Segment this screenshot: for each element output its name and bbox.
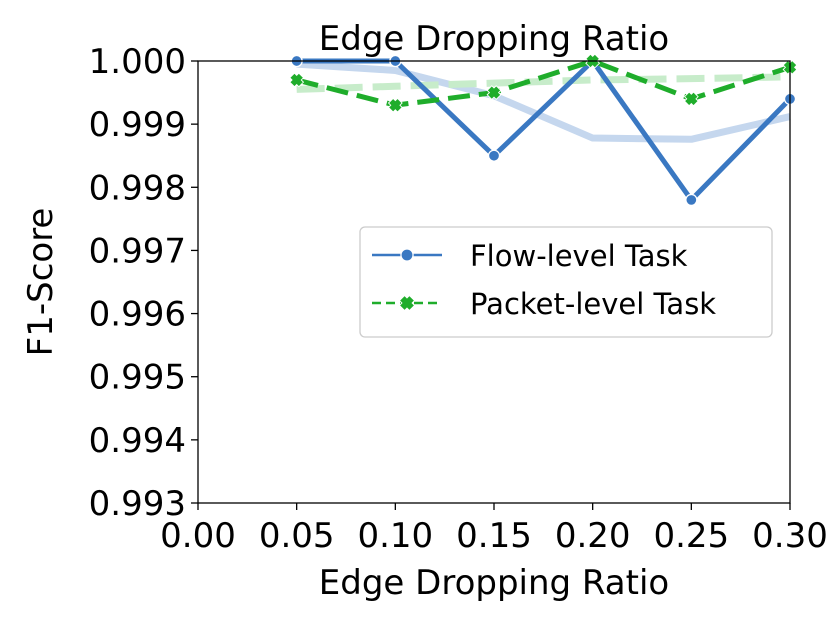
y-tick-label: 0.993 bbox=[89, 484, 186, 524]
x-tick-label: 0.05 bbox=[259, 516, 335, 556]
series-line-2 bbox=[296, 58, 791, 108]
y-tick-label: 1.000 bbox=[89, 42, 186, 82]
data-point-series-2 bbox=[289, 72, 305, 88]
y-tick-label: 0.998 bbox=[89, 168, 186, 208]
trend-lines bbox=[296, 60, 791, 143]
y-axis-ticks: 0.993 0.994 0.995 0.996 0.997 0.998 0.999 1.000 bbox=[89, 42, 198, 524]
data-point-series-1 bbox=[487, 149, 501, 162]
x-tick-label: 0.10 bbox=[357, 516, 433, 556]
data-point-series-1 bbox=[685, 193, 698, 207]
legend-item-series-2: Packet-level Task bbox=[372, 287, 716, 321]
x-tick-label: 0.15 bbox=[456, 516, 532, 556]
y-tick-label: 0.999 bbox=[89, 105, 186, 145]
y-axis-title: F1-Score bbox=[21, 208, 61, 357]
legend-label: Packet-level Task bbox=[470, 287, 716, 321]
x-tick-label: 0.25 bbox=[653, 516, 729, 556]
trend-line-series-1 bbox=[296, 60, 791, 143]
legend: Flow-level Task Packet-level Task bbox=[359, 226, 773, 338]
y-tick-label: 0.995 bbox=[89, 358, 186, 398]
data-point-series-2 bbox=[486, 85, 502, 101]
y-tick-label: 0.997 bbox=[89, 231, 186, 271]
trend-line-series-2 bbox=[296, 73, 791, 93]
x-tick-label: 0.30 bbox=[752, 516, 828, 556]
legend-label: Flow-level Task bbox=[470, 239, 688, 273]
x-axis-ticks: 0.00 0.05 0.10 0.15 0.20 0.25 0.30 bbox=[160, 503, 828, 556]
x-axis-title: Edge Dropping Ratio bbox=[319, 563, 669, 603]
x-tick-label: 0.00 bbox=[160, 516, 236, 556]
chart-title: Edge Dropping Ratio bbox=[319, 19, 669, 59]
legend-item-series-1: Flow-level Task bbox=[372, 239, 688, 273]
data-point-series-2 bbox=[387, 97, 403, 113]
y-tick-label: 0.994 bbox=[89, 421, 186, 461]
data-point-series-2 bbox=[683, 91, 699, 107]
x-tick-label: 0.20 bbox=[555, 516, 631, 556]
legend-marker-swatch bbox=[400, 248, 414, 262]
legend-marker-swatch bbox=[398, 294, 416, 312]
y-tick-label: 0.996 bbox=[89, 295, 186, 335]
legend-box bbox=[359, 226, 773, 338]
